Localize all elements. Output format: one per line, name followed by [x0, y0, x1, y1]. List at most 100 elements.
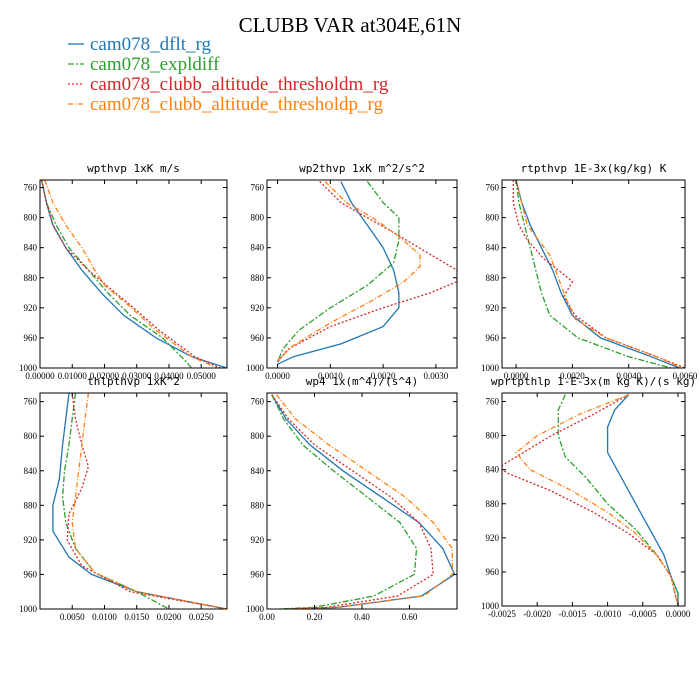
panel-title: wprtpthlp 1-E-3x(m kg K)/(s kg)	[491, 375, 696, 388]
y-tick-label: 920	[486, 533, 500, 543]
series-line	[271, 394, 434, 609]
y-tick-label: 800	[24, 431, 38, 441]
series-line	[275, 394, 453, 609]
x-tick-label: 0.00	[259, 612, 275, 622]
y-tick-label: 880	[251, 273, 265, 283]
series-line	[271, 394, 418, 609]
series-line	[515, 180, 683, 368]
x-tick-label: 0.0000	[504, 371, 529, 381]
series-group	[40, 180, 227, 368]
x-tick-label: 0.40	[354, 612, 370, 622]
y-tick-label: 800	[486, 213, 500, 223]
y-tick-label: 880	[486, 273, 500, 283]
legend-entry: cam078_dflt_rg	[68, 34, 212, 55]
y-tick-label: 960	[251, 333, 265, 343]
y-tick-label: 920	[486, 303, 500, 313]
series-line	[71, 393, 227, 609]
x-tick-label: 0.0150	[124, 612, 149, 622]
y-tick-label: 840	[486, 465, 500, 475]
series-line	[515, 180, 680, 368]
y-tick-label: 960	[486, 333, 500, 343]
chart-panel: rtpthvp 1E-3x(kg/kg) K 760 800 840 880 920 960…	[481, 162, 698, 381]
x-tick-label: 0.0000	[265, 371, 290, 381]
y-tick-label: 1000	[481, 601, 500, 611]
series-group	[52, 393, 227, 609]
plot-frame	[39, 392, 228, 610]
y-tick-label: 840	[24, 243, 38, 253]
y-tick-label: 880	[24, 273, 38, 283]
y-tick-label: 840	[251, 466, 265, 476]
legend-label: cam078_clubb_altitude_thresholdp_rg	[90, 94, 384, 115]
y-tick-label: 920	[251, 303, 265, 313]
figure-title: CLUBB VAR at304E,61N	[239, 13, 462, 37]
x-tick-label: -0.0020	[523, 609, 551, 619]
y-tick-label: 800	[486, 431, 500, 441]
chart-panel: wpthvp 1xK m/s 760 800 840 880 920 960 10000.00…	[19, 162, 228, 381]
x-tick-label: 0.0100	[92, 612, 117, 622]
x-tick-label: 0.20	[307, 612, 323, 622]
x-tick-label: 0.0250	[189, 612, 214, 622]
series-line	[606, 394, 679, 606]
legend-label: cam078_clubb_altitude_thresholdm_rg	[90, 74, 389, 95]
y-tick-label: 800	[24, 213, 38, 223]
series-group	[271, 394, 456, 609]
legend: cam078_dflt_rgcam078_expldiffcam078_club…	[68, 34, 389, 115]
series-line	[277, 181, 400, 365]
series-line	[44, 180, 218, 368]
x-tick-label: 0.05000	[187, 371, 217, 381]
y-tick-label: 840	[24, 466, 38, 476]
plot-frame	[501, 179, 686, 369]
y-tick-label: 800	[251, 213, 265, 223]
y-tick-label: 960	[24, 569, 38, 579]
series-line	[277, 181, 421, 361]
y-tick-label: 760	[486, 183, 500, 193]
x-tick-label: 0.0020	[371, 371, 396, 381]
y-tick-label: 760	[24, 183, 38, 193]
y-tick-label: 920	[24, 535, 38, 545]
y-tick-label: 960	[24, 333, 38, 343]
x-tick-label: -0.0015	[559, 609, 587, 619]
panel-title: thlpthvp 1xK^2	[87, 375, 180, 388]
y-tick-label: 1000	[19, 604, 38, 614]
series-line	[276, 181, 400, 363]
series-line	[512, 180, 685, 368]
x-tick-label: 0.0030	[424, 371, 449, 381]
series-group	[502, 394, 679, 606]
legend-entry: cam078_clubb_altitude_thresholdm_rg	[68, 74, 389, 95]
y-tick-label: 880	[251, 500, 265, 510]
x-tick-label: 0.60	[402, 612, 418, 622]
y-tick-label: 760	[251, 183, 265, 193]
chart-panel: wprtpthlp 1-E-3x(m kg K)/(s kg) 760 800 840…	[481, 375, 696, 619]
series-line	[515, 180, 672, 368]
panel-title: rtpthvp 1E-3x(kg/kg) K	[521, 162, 667, 175]
x-tick-label: 0.0060	[673, 371, 698, 381]
y-tick-label: 960	[251, 569, 265, 579]
series-line	[515, 394, 679, 606]
series-line	[40, 180, 192, 368]
y-tick-label: 800	[251, 431, 265, 441]
series-line	[502, 394, 679, 606]
series-line	[52, 393, 227, 609]
chart-panel: wp4 1x(m^4)/(s^4)76080084088092096010000…	[246, 375, 458, 622]
y-tick-label: 840	[251, 243, 265, 253]
y-tick-label: 1000	[246, 604, 265, 614]
x-tick-label: 0.0040	[616, 371, 641, 381]
series-line	[40, 180, 221, 368]
panel-title: wp2thvp 1xK m^2/s^2	[299, 162, 425, 175]
series-line	[557, 394, 679, 606]
chart-panel: wp2thvp 1xK m^2/s^2 760 800 840 880 920 960 100…	[246, 162, 458, 381]
legend-label: cam078_dflt_rg	[90, 34, 212, 55]
y-tick-label: 960	[486, 567, 500, 577]
series-line	[66, 393, 227, 609]
x-tick-label: 0.00000	[25, 371, 55, 381]
x-tick-label: 0.04000	[154, 371, 184, 381]
x-tick-label: 0.0010	[318, 371, 343, 381]
y-tick-label: 760	[24, 397, 38, 407]
panel-title: wp4 1x(m^4)/(s^4)	[306, 375, 419, 388]
legend-label: cam078_expldiff	[90, 54, 220, 75]
panels: wpthvp 1xK m/s76080084088092096010000.00…	[19, 162, 698, 622]
y-tick-label: 1000	[246, 363, 265, 373]
x-tick-label: 0.02000	[90, 371, 120, 381]
legend-entry: cam078_clubb_altitude_thresholdp_rg	[68, 94, 384, 115]
